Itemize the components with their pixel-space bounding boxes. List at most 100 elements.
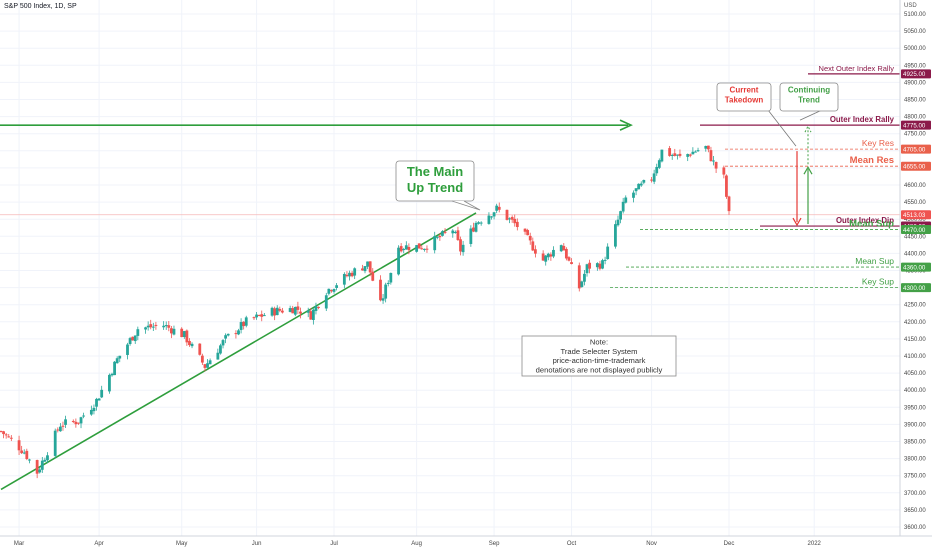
main-trend-callout-tail <box>451 200 481 211</box>
candle-body <box>619 211 622 220</box>
candle-body <box>562 245 566 251</box>
candle-body <box>704 146 708 149</box>
x-tick-label: Mar <box>14 541 24 547</box>
candle-body <box>348 272 351 277</box>
candle-body <box>714 161 718 169</box>
candle-body <box>541 253 545 261</box>
candle-body <box>314 306 318 311</box>
x-tick-label: 2022 <box>808 541 822 547</box>
candle-body <box>389 272 393 283</box>
note-text: denotations are not displayed publicly <box>536 365 663 374</box>
candle-body <box>206 363 209 368</box>
candle-body <box>242 321 246 327</box>
candle-body <box>345 274 349 277</box>
candle-body <box>293 306 297 315</box>
candle-body <box>110 373 114 376</box>
main-trend-callout-text: Up Trend <box>407 180 463 195</box>
candle-body <box>435 236 439 238</box>
candle-body <box>420 248 424 250</box>
candle-body <box>167 325 171 328</box>
price-badge <box>901 210 931 220</box>
candle-body <box>479 222 483 224</box>
candle-body <box>200 355 204 363</box>
candle-body <box>299 311 302 314</box>
level-label: Mean Sup <box>849 218 894 229</box>
candle-body <box>368 261 372 273</box>
candle-body <box>46 455 49 461</box>
price-badge-label: 4300.00 <box>903 285 926 292</box>
y-tick-label: 4600.00 <box>904 183 926 189</box>
candle-body <box>61 425 65 427</box>
candle-body <box>637 183 641 190</box>
candle-body <box>670 154 674 156</box>
candle-body <box>190 343 194 347</box>
candle-body <box>505 209 509 220</box>
x-tick-label: May <box>176 541 187 547</box>
candle-body <box>601 260 604 269</box>
candle-body <box>327 288 331 294</box>
candle-body <box>510 217 514 220</box>
candle-body <box>182 331 186 338</box>
candle-body <box>675 154 679 156</box>
candle-body <box>712 160 715 162</box>
candle-body <box>342 273 346 285</box>
price-badge-label: 4925.00 <box>903 71 926 78</box>
continuing-trend-callout-box <box>779 82 839 112</box>
candle-body <box>43 459 47 462</box>
candle-body <box>456 230 460 240</box>
main-trend-callout-text: The Main <box>407 164 463 179</box>
y-tick-label: 4250.00 <box>904 303 926 309</box>
candle-body <box>74 421 78 425</box>
candle-body <box>433 236 437 251</box>
candle-body <box>583 273 586 282</box>
candle-body <box>149 324 153 328</box>
candle-body <box>655 166 659 174</box>
candle-body <box>577 265 581 289</box>
y-tick-label: 4100.00 <box>904 354 926 360</box>
candlestick-series <box>0 145 731 479</box>
candle-body <box>234 333 238 335</box>
candle-body <box>404 245 408 250</box>
candle-body <box>335 285 339 288</box>
candle-body <box>533 249 537 254</box>
candle-body <box>580 281 584 287</box>
y-tick-label: 3750.00 <box>904 474 926 480</box>
candle-body <box>2 431 5 435</box>
y-tick-label: 5050.00 <box>904 29 926 35</box>
candle-body <box>438 235 442 238</box>
candle-body <box>180 328 184 338</box>
y-tick-label: 3600.00 <box>904 525 926 531</box>
candle-body <box>441 231 444 236</box>
candle-body <box>402 249 406 251</box>
candle-body <box>115 358 119 364</box>
level-lines: Next Outer Index Rally Outer Index Rally K… <box>0 64 900 289</box>
candle-body <box>487 215 491 224</box>
candle-body <box>443 231 447 233</box>
level-label: Outer Index Dip <box>836 216 894 225</box>
candle-body <box>185 330 189 343</box>
candle-body <box>399 246 403 252</box>
candle-body <box>691 151 695 155</box>
candle-body <box>415 245 419 252</box>
y-tick-label: 5100.00 <box>904 12 926 18</box>
candle-body <box>221 340 225 346</box>
candle-body <box>7 436 11 438</box>
candle-body <box>296 306 300 310</box>
continuing-arrowhead <box>803 165 813 175</box>
candle-body <box>128 338 132 345</box>
candle-body <box>136 329 140 336</box>
x-tick-label: Jun <box>252 541 262 547</box>
candle-body <box>82 415 86 417</box>
candle-body <box>634 188 638 192</box>
candle-body <box>549 254 553 257</box>
candle-body <box>725 175 728 197</box>
price-badge-label: 4705.00 <box>903 146 926 153</box>
price-badge <box>901 144 931 154</box>
y-tick-label: 3850.00 <box>904 440 926 446</box>
x-tick-label: Jul <box>330 541 338 547</box>
continuing-trend-callout-text: Trend <box>798 96 820 105</box>
y-tick-label: 4900.00 <box>904 80 926 86</box>
callout-pointer <box>799 109 823 121</box>
level-label: Next Outer Index Rally <box>819 64 895 73</box>
